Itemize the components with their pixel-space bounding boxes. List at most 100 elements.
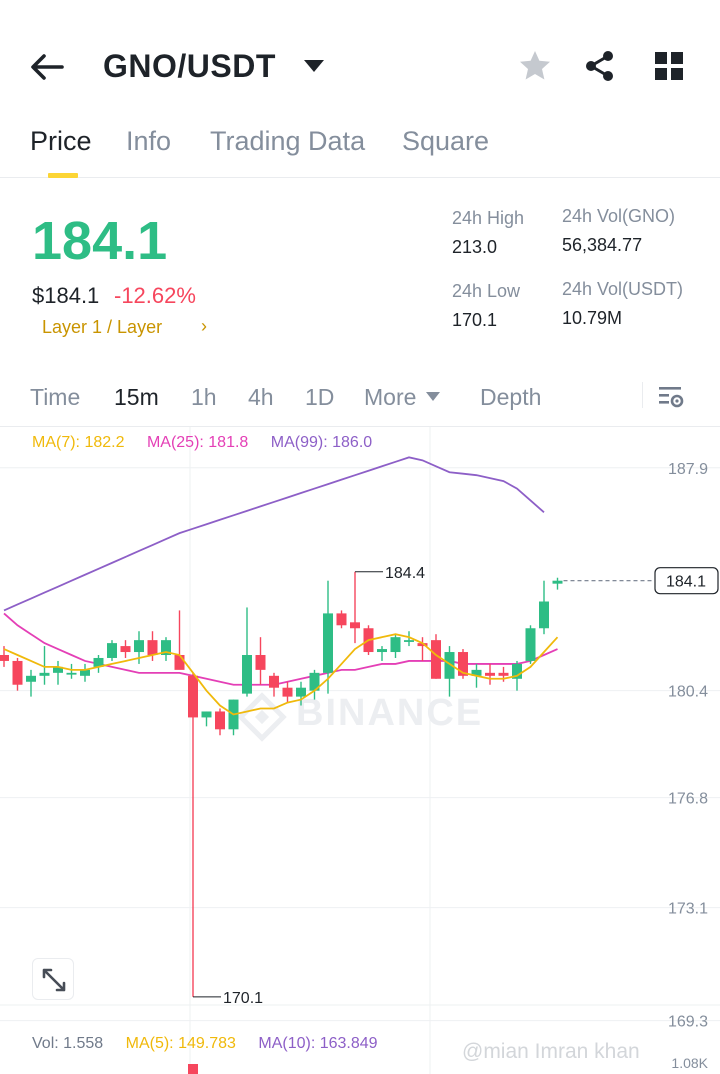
candle-body xyxy=(390,637,401,653)
interval-1h[interactable]: 1h xyxy=(191,384,217,410)
interval-more[interactable]: More xyxy=(364,384,417,410)
candle-body xyxy=(417,643,428,647)
credit-watermark: @mian Imran khan xyxy=(462,1040,640,1063)
candle[interactable] xyxy=(269,672,279,697)
candle-body xyxy=(215,711,225,730)
binance-watermark-logo xyxy=(237,692,287,742)
candle[interactable] xyxy=(147,631,158,661)
back-button[interactable] xyxy=(30,50,70,84)
candle[interactable] xyxy=(539,580,549,635)
candle-body xyxy=(39,672,50,676)
tab-trading-data[interactable]: Trading Data xyxy=(210,126,366,156)
caret-down-icon[interactable] xyxy=(303,59,325,73)
candle[interactable] xyxy=(485,663,495,685)
candle[interactable] xyxy=(26,669,36,697)
candle[interactable] xyxy=(174,610,185,670)
candle-body xyxy=(282,687,293,697)
candle[interactable] xyxy=(525,625,536,664)
tab-depth[interactable]: Depth xyxy=(480,384,542,410)
candle[interactable] xyxy=(323,580,333,694)
candle[interactable] xyxy=(188,672,198,997)
candle-body xyxy=(296,687,306,697)
candle[interactable] xyxy=(53,660,63,685)
candle[interactable] xyxy=(215,708,225,736)
candle-body xyxy=(323,613,333,673)
ma-legend: MA(7): 182.2 MA(25): 181.8 MA(99): 186.0 xyxy=(32,434,390,452)
candle-body xyxy=(512,663,522,679)
y-tick-label: 180.4 xyxy=(668,684,708,701)
candle[interactable] xyxy=(431,634,441,679)
candle-body xyxy=(525,628,536,661)
candle[interactable] xyxy=(161,637,171,661)
candle-body xyxy=(120,646,131,653)
candle[interactable] xyxy=(107,640,117,661)
interval-divider-line xyxy=(0,426,720,427)
tab-price[interactable]: Price xyxy=(30,126,92,156)
candle[interactable] xyxy=(120,640,131,658)
expand-icon xyxy=(42,968,66,992)
candle[interactable] xyxy=(66,663,77,679)
candle[interactable] xyxy=(390,634,401,658)
y-tick-label: 173.1 xyxy=(668,901,708,918)
candle[interactable] xyxy=(39,646,50,685)
candle-body xyxy=(174,655,185,670)
chart-settings-icon[interactable] xyxy=(657,383,685,411)
candle[interactable] xyxy=(444,646,455,697)
tab-bar: Price Info Trading Data Square xyxy=(0,120,720,178)
candle[interactable] xyxy=(309,669,320,700)
candle-body xyxy=(201,711,212,718)
candle-body xyxy=(242,655,252,694)
candle-body xyxy=(12,660,23,685)
candle-body xyxy=(485,672,495,676)
sector-tag[interactable]: Layer 1 / Layer xyxy=(42,317,163,337)
candle-body xyxy=(269,675,279,688)
candle[interactable] xyxy=(458,649,468,679)
candle[interactable] xyxy=(404,631,414,647)
candle[interactable] xyxy=(417,637,428,661)
pair-title[interactable]: GNO/USDT xyxy=(103,48,276,84)
share-icon[interactable] xyxy=(582,48,618,84)
candle[interactable] xyxy=(377,646,387,661)
candle[interactable] xyxy=(93,655,104,673)
candle-body xyxy=(350,622,360,629)
y-tick-label: 169.3 xyxy=(668,1014,708,1031)
candle[interactable] xyxy=(228,699,239,736)
expand-chart-button[interactable] xyxy=(32,958,74,1000)
vol-base-value: 56,384.77 xyxy=(562,235,643,255)
active-tab-indicator xyxy=(48,173,78,178)
candle-body xyxy=(147,640,158,656)
y-tick-label: 176.8 xyxy=(668,791,708,808)
interval-15m[interactable]: 15m xyxy=(114,384,159,410)
candle[interactable] xyxy=(201,711,212,727)
candlestick-chart[interactable]: BINANCE 184.4 170.1 184.1 187.9 180.4 176.8 1… xyxy=(0,427,720,1074)
candle-body xyxy=(107,643,117,658)
interval-4h[interactable]: 4h xyxy=(248,384,274,410)
interval-time[interactable]: Time xyxy=(30,384,81,410)
candle[interactable] xyxy=(350,571,360,644)
ma7-line xyxy=(3,633,559,716)
candle[interactable] xyxy=(80,663,90,682)
vol-quote-value: 10.79M xyxy=(562,308,623,328)
candle[interactable] xyxy=(336,610,347,629)
candle[interactable] xyxy=(552,577,563,590)
candle[interactable] xyxy=(242,607,252,697)
candle[interactable] xyxy=(255,637,266,685)
interval-1d[interactable]: 1D xyxy=(305,384,335,410)
current-price-box xyxy=(654,567,719,595)
y-tick-label: 187.9 xyxy=(668,461,708,478)
candle[interactable] xyxy=(12,657,23,691)
vol-ma5: MA(5): 149.783 xyxy=(125,1035,236,1052)
tab-square[interactable]: Square xyxy=(402,126,490,156)
candle-body xyxy=(458,652,468,676)
candle-body xyxy=(66,672,77,675)
candle[interactable] xyxy=(296,681,306,706)
more-caret-down-icon[interactable] xyxy=(426,392,440,401)
volume-bar xyxy=(188,1064,198,1074)
candle-body xyxy=(53,666,63,673)
chevron-right-icon[interactable]: › xyxy=(201,316,207,336)
star-icon[interactable] xyxy=(517,48,553,84)
candle-body xyxy=(0,655,9,661)
candle[interactable] xyxy=(282,681,293,703)
tab-info[interactable]: Info xyxy=(126,126,172,156)
grid-icon[interactable] xyxy=(653,50,685,82)
